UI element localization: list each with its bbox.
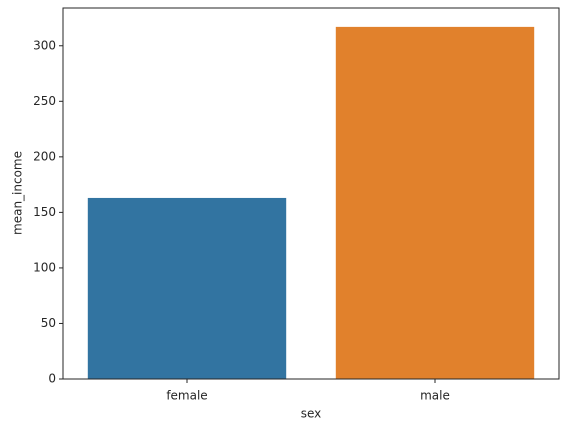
y-tick-label: 200 [33,149,56,163]
y-tick-label: 50 [41,316,56,330]
x-tick-label: male [420,389,450,403]
x-tick-label: female [166,389,207,403]
y-tick-label: 300 [33,38,56,52]
plot-frame [62,7,560,380]
y-tick-label: 150 [33,205,56,219]
x-axis-label: sex [301,407,322,421]
y-tick-label: 100 [33,260,56,274]
y-tick-label: 250 [33,94,56,108]
y-axis-label: mean_income [11,151,25,235]
bar [87,197,287,379]
bar [335,26,535,379]
y-tick-label: 0 [48,372,56,386]
